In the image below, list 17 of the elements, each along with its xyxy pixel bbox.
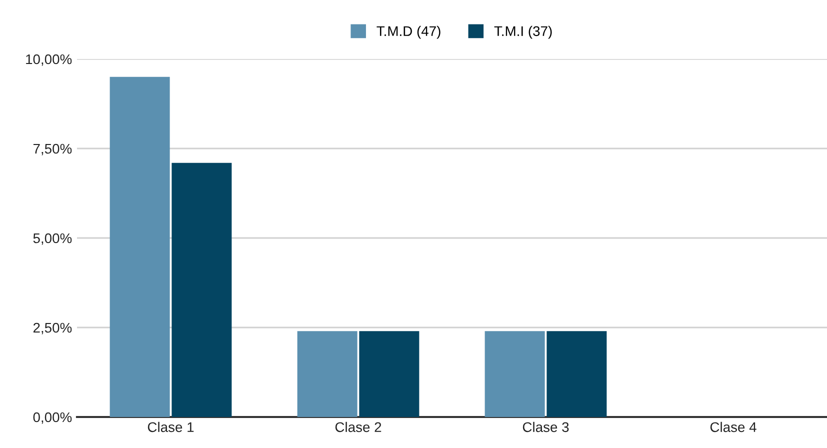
y-tick-label: 2,50% xyxy=(33,322,72,334)
x-tick-label: Clase 4 xyxy=(710,422,756,432)
y-tick-label: 5,00% xyxy=(33,233,72,245)
bar xyxy=(484,331,545,417)
x-tick-label: Clase 2 xyxy=(335,422,382,432)
legend-label: T.M.I (37) xyxy=(494,26,552,39)
y-tick-label: 7,50% xyxy=(33,144,72,156)
bar xyxy=(297,331,358,417)
y-tick-label: 0,00% xyxy=(33,412,72,424)
legend-label: T.M.D (47) xyxy=(376,26,440,39)
bar xyxy=(172,162,232,417)
x-tick-label: Clase 1 xyxy=(148,422,194,432)
y-tick-label: 10,00% xyxy=(26,54,72,66)
bar xyxy=(546,331,607,417)
bar xyxy=(359,331,420,417)
x-tick-label: Clase 3 xyxy=(522,422,569,432)
bar xyxy=(110,76,170,417)
